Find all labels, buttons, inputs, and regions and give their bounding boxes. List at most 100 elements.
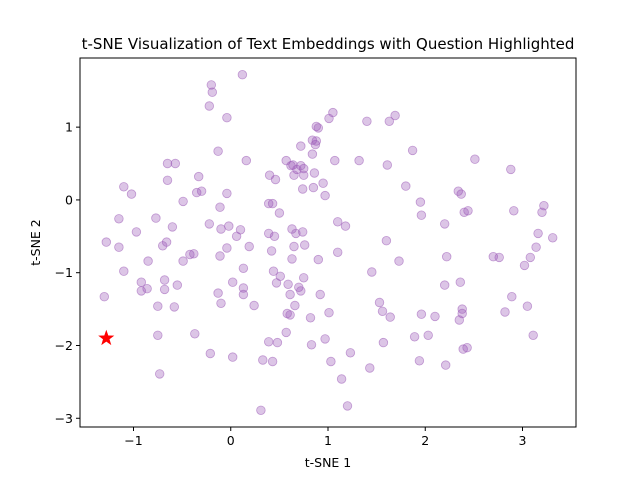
data-point [533, 228, 543, 239]
data-point [462, 343, 472, 353]
data-point [267, 356, 278, 367]
data-point [264, 198, 274, 209]
data-point [416, 210, 427, 220]
data-point [249, 300, 259, 311]
data-point [282, 308, 292, 319]
data-point [238, 283, 249, 293]
data-point [196, 186, 207, 196]
data-point [336, 374, 347, 384]
data-point [309, 168, 320, 178]
data-point [264, 228, 274, 239]
data-point [409, 332, 420, 342]
x-tick-label: −1 [124, 433, 142, 448]
data-point [415, 197, 426, 207]
data-point [470, 154, 480, 164]
x-tick-label: 3 [519, 433, 527, 448]
x-tick-label: 2 [421, 433, 429, 448]
data-point [381, 235, 392, 246]
highlight-star-marker [98, 329, 115, 346]
data-point [285, 289, 295, 300]
data-point [440, 219, 450, 229]
data-point [494, 252, 504, 263]
data-point [237, 69, 248, 80]
data-point [315, 289, 325, 300]
data-point [185, 249, 195, 260]
y-tick-label: 0 [65, 192, 73, 207]
data-point [119, 266, 129, 276]
data-point [119, 182, 129, 192]
data-point [441, 360, 451, 370]
points-layer [99, 69, 558, 416]
data-point [299, 163, 309, 174]
data-point [222, 112, 232, 123]
data-point [342, 401, 353, 411]
data-point [256, 405, 266, 416]
data-point [407, 145, 418, 156]
data-point [367, 267, 377, 277]
data-point [172, 280, 183, 290]
y-tick-label: −1 [55, 265, 73, 280]
data-point [264, 337, 274, 347]
data-point [307, 149, 318, 159]
data-point [241, 155, 252, 166]
data-point [365, 363, 375, 373]
data-point [324, 308, 334, 318]
data-point [385, 312, 395, 322]
data-point [170, 158, 181, 169]
data-point [509, 206, 519, 216]
data-point [281, 155, 291, 166]
data-point [213, 146, 223, 156]
data-point [204, 101, 215, 111]
data-point [333, 247, 343, 258]
data-point [289, 241, 299, 252]
data-point [238, 263, 249, 274]
data-point [390, 110, 400, 121]
data-point [528, 330, 538, 341]
data-point [215, 202, 225, 212]
data-point [506, 164, 516, 175]
data-point [266, 246, 277, 256]
data-point [268, 266, 279, 276]
data-point [114, 214, 124, 224]
data-point [330, 155, 340, 166]
data-point [269, 231, 280, 242]
data-point [270, 174, 281, 185]
data-point [384, 116, 395, 127]
data-point [401, 181, 411, 191]
data-point [153, 330, 163, 341]
data-point [222, 243, 232, 253]
data-point [525, 252, 536, 263]
data-point [178, 196, 188, 207]
data-point [456, 189, 466, 199]
data-point [271, 278, 282, 288]
data-point [227, 277, 238, 287]
data-point [190, 329, 200, 339]
data-point [143, 256, 153, 266]
data-point [320, 334, 330, 344]
data-point [292, 164, 302, 175]
data-point [283, 279, 293, 290]
data-point [206, 80, 217, 90]
data-point [362, 116, 372, 127]
data-point [114, 242, 124, 252]
data-point [531, 242, 541, 252]
data-point [101, 237, 112, 247]
data-point [442, 252, 452, 262]
data-point [539, 200, 549, 211]
y-tick-label: −3 [55, 411, 73, 426]
y-tick-label: −2 [55, 338, 73, 353]
data-point [153, 301, 163, 311]
x-tick-label: 1 [324, 433, 332, 448]
data-point [126, 189, 137, 199]
data-point [414, 356, 425, 366]
x-tick-label: 0 [227, 433, 235, 448]
data-point [340, 221, 351, 231]
data-point [207, 87, 218, 97]
data-point [216, 224, 226, 234]
data-point [204, 219, 215, 229]
data-point [205, 348, 216, 359]
data-point [169, 302, 180, 312]
data-point [167, 222, 178, 232]
data-point [382, 160, 393, 170]
data-point [308, 182, 319, 193]
